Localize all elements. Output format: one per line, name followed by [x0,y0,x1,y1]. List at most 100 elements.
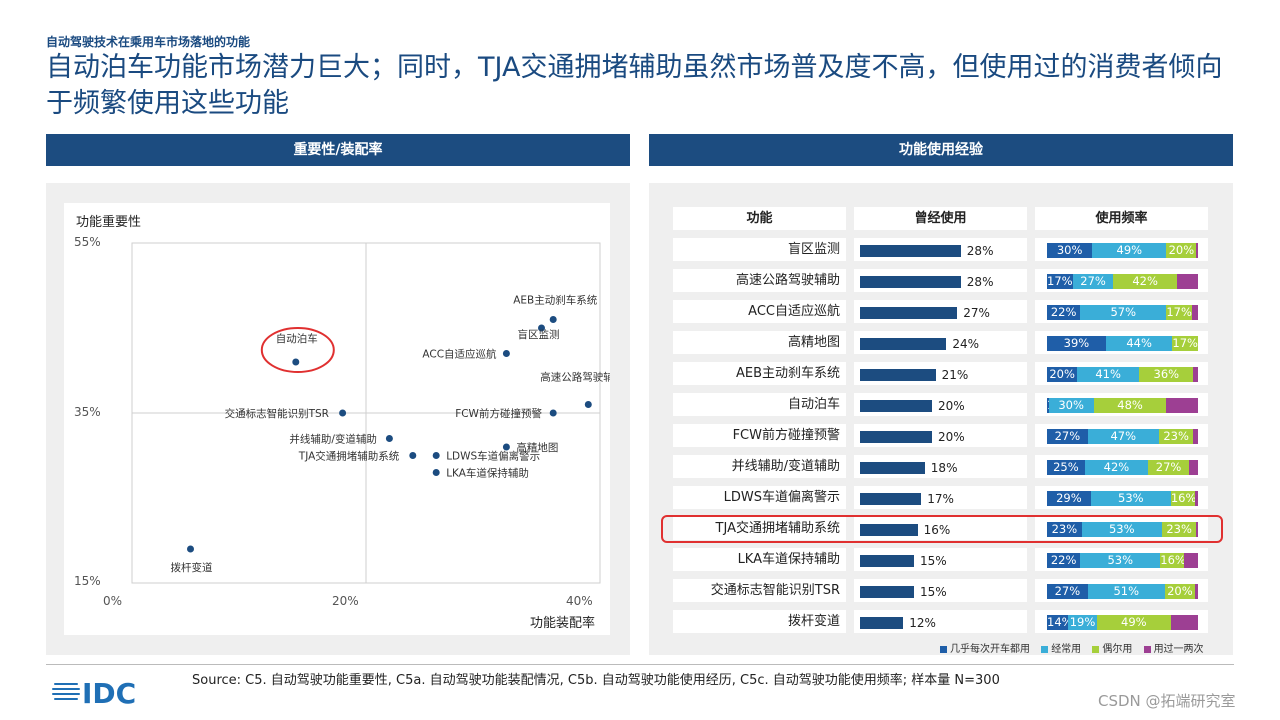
frequency-legend: 几乎每次开车都用 经常用 偶尔用 用过一两次 [940,640,1212,655]
idc-logo: IDC [52,677,136,708]
used-bar [860,369,936,381]
row-frequency-cell: 17% 27% 42% [1035,269,1208,292]
row-used-cell: 18% [854,455,1027,478]
scatter-point-label: FCW前方碰撞预警 [455,407,542,420]
frequency-segment [1193,429,1198,444]
scatter-point [502,443,510,451]
row-frequency-cell: 30% 49% 20% [1035,238,1208,261]
scatter-point [432,452,440,459]
frequency-segment: 23% [1161,522,1197,537]
legend-swatch-every-time [940,645,947,653]
frequency-segment: 48% [1093,398,1167,413]
frequency-segment: 23% [1047,522,1082,537]
scatter-point [549,316,557,323]
source-note: Source: C5. 自动驾驶功能重要性, C5a. 自动驾驶功能装配情况, … [192,673,1000,688]
frequency-segment [1176,274,1198,289]
used-bar-label: 16% [923,523,951,537]
used-bar-label: 27% [963,306,990,320]
frequency-segment: 53% [1090,491,1171,506]
row-function-label: 高速公路驾驶辅助 [735,273,840,288]
row-function-cell: TJA交通拥堵辅助系统 [673,517,846,540]
frequency-segment: 27% [1047,429,1088,444]
scatter-point-label: 拨杆变道 [171,561,213,574]
frequency-segment: 47% [1087,429,1159,444]
row-used-cell: 16% [854,517,1027,540]
scatter-point [432,469,440,476]
frequency-segment: 17% [1047,274,1073,289]
scatter-card: 功能重要性 55% 35% 15% 0% 20% 40% 功能装配率 AEB主动… [64,203,610,635]
row-function-label: 交通标志智能识别TSR [710,583,840,598]
row-function-cell: ACC自适应巡航 [673,300,846,323]
frequency-segment [1193,367,1198,382]
scatter-point [385,435,393,442]
scatter-point-label: 盲区监测 [518,328,560,341]
row-function-cell: 自动泊车 [673,393,846,416]
frequency-segment: 53% [1081,522,1162,537]
used-bar-label: 12% [909,616,936,630]
left-panel-title: 重要性/装配率 [46,134,630,166]
row-function-label: LKA车道保持辅助 [737,552,840,567]
row-used-cell: 12% [854,610,1027,633]
row-used-cell: 28% [854,269,1027,292]
frequency-segment: 51% [1087,584,1165,599]
legend-label-often: 经常用 [1051,644,1082,655]
used-bar [860,555,914,567]
legend-swatch-often [1041,645,1049,653]
row-frequency-cell: 27% 51% 20% [1035,579,1208,602]
frequency-segment [1194,491,1198,506]
used-bar [860,462,925,474]
scatter-point-label: LDWS车道偏离警示 [446,450,540,463]
used-bar-label: 20% [938,399,965,413]
scatter-highlight-ring [260,327,335,373]
scatter-point-label: 交通标志智能识别TSR [225,407,329,420]
row-used-cell: 15% [854,548,1027,571]
scatter-panel: 功能重要性 55% 35% 15% 0% 20% 40% 功能装配率 AEB主动… [46,183,630,655]
frequency-segment [1191,305,1198,320]
scatter-point-label: 并线辅助/变道辅助 [289,433,377,446]
col-header-frequency: 使用频率 [1035,207,1208,230]
col-header-used: 曾经使用 [854,207,1027,230]
frequency-segment: 20% [1164,584,1195,599]
frequency-segment: 30% [1047,243,1093,258]
frequency-segment: 20% [1166,243,1197,258]
row-function-label: TJA交通拥堵辅助系统 [715,521,840,536]
used-bar [860,524,918,536]
frequency-segment [1188,460,1198,475]
frequency-segment: 25% [1047,460,1085,475]
frequency-segment: 41% [1077,367,1140,382]
frequency-segment: 22% [1047,305,1081,320]
used-bar [860,276,961,288]
y-tick-top: 55% [74,235,101,249]
frequency-segment: 49% [1092,243,1167,258]
row-frequency-cell: 14% 19% 49% [1035,610,1208,633]
row-frequency-cell: 1%30%48% [1035,393,1208,416]
frequency-segment: 27% [1047,584,1088,599]
row-function-label: AEB主动刹车系统 [735,366,840,381]
slide-subtitle: 自动驾驶技术在乘用车市场落地的功能 [46,35,251,49]
row-frequency-cell: 27% 47% 23% [1035,424,1208,447]
used-bar-label: 28% [966,244,994,258]
frequency-segment [1166,398,1198,413]
used-bar [860,493,922,505]
frequency-segment: 20% [1047,367,1078,382]
row-function-cell: 拨杆变道 [673,610,846,633]
row-function-cell: FCW前方碰撞预警 [673,424,846,447]
row-used-cell: 27% [854,300,1027,323]
frequency-segment: 29% [1047,491,1091,506]
legend-label-once-or-twice: 用过一两次 [1153,644,1204,655]
frequency-segment: 17% [1166,305,1192,320]
row-used-cell: 21% [854,362,1027,385]
y-tick-mid: 35% [74,405,101,419]
x-tick-left: 0% [103,594,123,608]
frequency-segment: 17% [1172,336,1198,351]
frequency-segment [1194,584,1198,599]
frequency-segment: 49% [1096,615,1171,630]
row-used-cell: 17% [854,486,1027,509]
tja-highlight-box [661,515,1223,543]
scatter-point [339,409,347,417]
row-function-label: FCW前方碰撞预警 [732,428,840,443]
row-frequency-cell: 39% 44% 17% [1035,331,1208,354]
row-used-cell: 28% [854,238,1027,261]
row-frequency-cell: 22% 53% 16% [1035,548,1208,571]
